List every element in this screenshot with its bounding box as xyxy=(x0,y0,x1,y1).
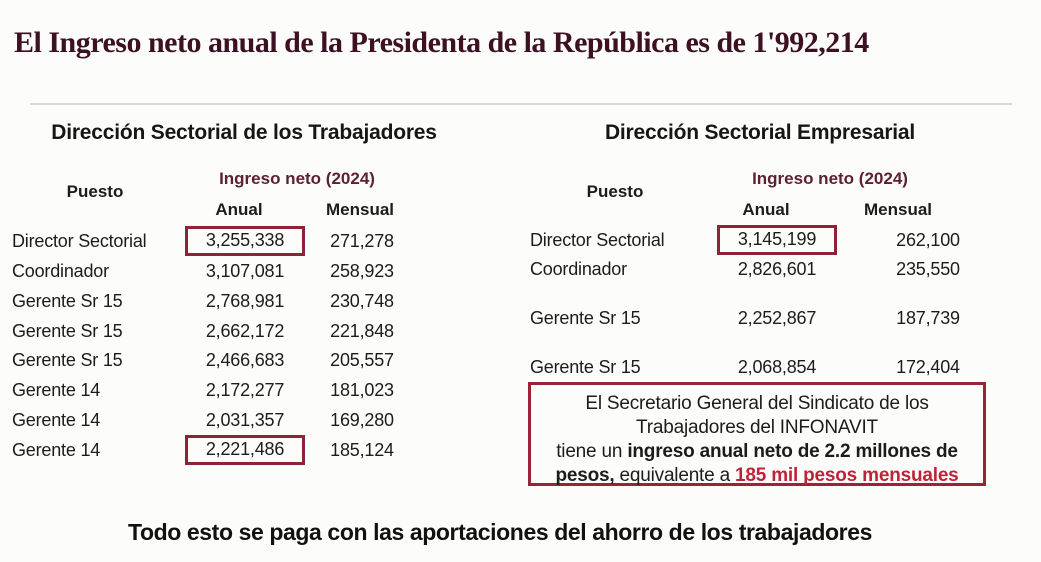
table-trabajadores-title: Dirección Sectorial de los Trabajadores xyxy=(51,121,437,144)
info-line-4-red-highlight: 185 mil pesos mensuales xyxy=(735,465,959,486)
anual-cell-highlighted: 3,145,199 xyxy=(717,225,837,255)
anual-cell: 2,466,683 xyxy=(205,350,285,370)
puesto-cell: Director Sectorial xyxy=(12,231,147,251)
column-header-puesto: Puesto xyxy=(66,182,124,201)
anual-cell: 2,662,172 xyxy=(205,321,285,341)
puesto-cell: Coordinador xyxy=(12,261,109,281)
info-line-3-regular: tiene un xyxy=(556,441,628,462)
table-row: Coordinador 2,826,601 235,550 xyxy=(520,256,1041,282)
mensual-cell: 185,124 xyxy=(330,440,394,460)
mensual-cell: 271,278 xyxy=(330,231,394,251)
mensual-cell: 172,404 xyxy=(896,357,960,377)
mensual-cell: 205,557 xyxy=(330,350,394,370)
anual-cell-highlighted: 2,221,486 xyxy=(185,435,305,465)
puesto-cell: Gerente Sr 15 xyxy=(530,357,641,377)
puesto-cell: Gerente Sr 15 xyxy=(12,350,123,370)
table-row: Gerente Sr 15 2,466,683 205,557 xyxy=(0,347,520,373)
table-empresarial: Dirección Sectorial Empresarial Puesto I… xyxy=(520,115,1041,475)
puesto-cell: Gerente Sr 15 xyxy=(530,308,641,328)
page-title: El Ingreso neto anual de la Presidenta d… xyxy=(14,26,869,59)
mensual-cell: 235,550 xyxy=(896,259,960,279)
table-row: Gerente Sr 15 2,068,854 172,404 xyxy=(520,354,1041,380)
puesto-cell: Gerente Sr 15 xyxy=(12,321,123,341)
info-line-2: Trabajadores del INFONAVIT xyxy=(636,417,878,438)
mensual-cell: 169,280 xyxy=(330,410,394,430)
table-row: Gerente 14 2,031,357 169,280 xyxy=(0,407,520,433)
table-empresarial-title: Dirección Sectorial Empresarial xyxy=(604,121,916,144)
anual-cell: 2,068,854 xyxy=(737,357,817,377)
footer-statement: Todo esto se paga con las aportaciones d… xyxy=(128,519,872,545)
anual-cell: 2,172,277 xyxy=(205,380,285,400)
mensual-cell: 181,023 xyxy=(330,380,394,400)
mensual-cell: 221,848 xyxy=(330,321,394,341)
sindicato-info-box: El Secretario General del Sindicato de l… xyxy=(528,382,986,486)
table-row: Gerente Sr 15 2,662,172 221,848 xyxy=(0,318,520,344)
puesto-cell: Director Sectorial xyxy=(530,230,665,250)
table-row: Coordinador 3,107,081 258,923 xyxy=(0,258,520,284)
column-header-puesto: Puesto xyxy=(586,182,644,201)
table-row: Gerente Sr 15 2,252,867 187,739 xyxy=(520,305,1041,331)
puesto-cell: Gerente 14 xyxy=(12,440,101,460)
anual-cell: 3,107,081 xyxy=(205,261,285,281)
puesto-cell: Gerente Sr 15 xyxy=(12,291,123,311)
info-line-4-bold: pesos, xyxy=(555,465,615,486)
info-line-4-regular: equivalente a xyxy=(614,465,736,486)
info-line-1: El Secretario General del Sindicato de l… xyxy=(585,393,929,414)
mensual-cell: 187,739 xyxy=(896,308,960,328)
mensual-cell: 262,100 xyxy=(896,230,960,250)
table-row: Gerente Sr 15 2,768,981 230,748 xyxy=(0,288,520,314)
mensual-cell: 258,923 xyxy=(330,261,394,281)
anual-cell: 2,826,601 xyxy=(737,259,817,279)
column-header-mensual: Mensual xyxy=(325,200,395,219)
anual-cell: 2,768,981 xyxy=(205,291,285,311)
table-row: Gerente 14 2,221,486 185,124 xyxy=(0,435,520,465)
table-row: Gerente 14 2,172,277 181,023 xyxy=(0,377,520,403)
anual-cell-highlighted: 3,255,338 xyxy=(185,226,305,256)
anual-cell: 2,252,867 xyxy=(737,308,817,328)
puesto-cell: Coordinador xyxy=(530,259,627,279)
table-row: Director Sectorial 3,145,199 262,100 xyxy=(520,225,1041,255)
column-header-anual: Anual xyxy=(215,200,263,219)
column-header-ingreso-neto: Ingreso neto (2024) xyxy=(752,169,908,188)
table-trabajadores: Dirección Sectorial de los Trabajadores … xyxy=(0,115,520,475)
table-row: Director Sectorial 3,255,338 271,278 xyxy=(0,226,520,256)
mensual-cell: 230,748 xyxy=(330,291,394,311)
info-line-3-bold: ingreso anual neto de 2.2 millones de xyxy=(627,441,958,462)
title-separator-line xyxy=(30,103,1012,105)
column-header-anual: Anual xyxy=(742,200,790,219)
column-header-ingreso-neto: Ingreso neto (2024) xyxy=(219,169,375,188)
anual-cell: 2,031,357 xyxy=(205,410,285,430)
puesto-cell: Gerente 14 xyxy=(12,380,101,400)
puesto-cell: Gerente 14 xyxy=(12,410,101,430)
column-header-mensual: Mensual xyxy=(863,200,933,219)
